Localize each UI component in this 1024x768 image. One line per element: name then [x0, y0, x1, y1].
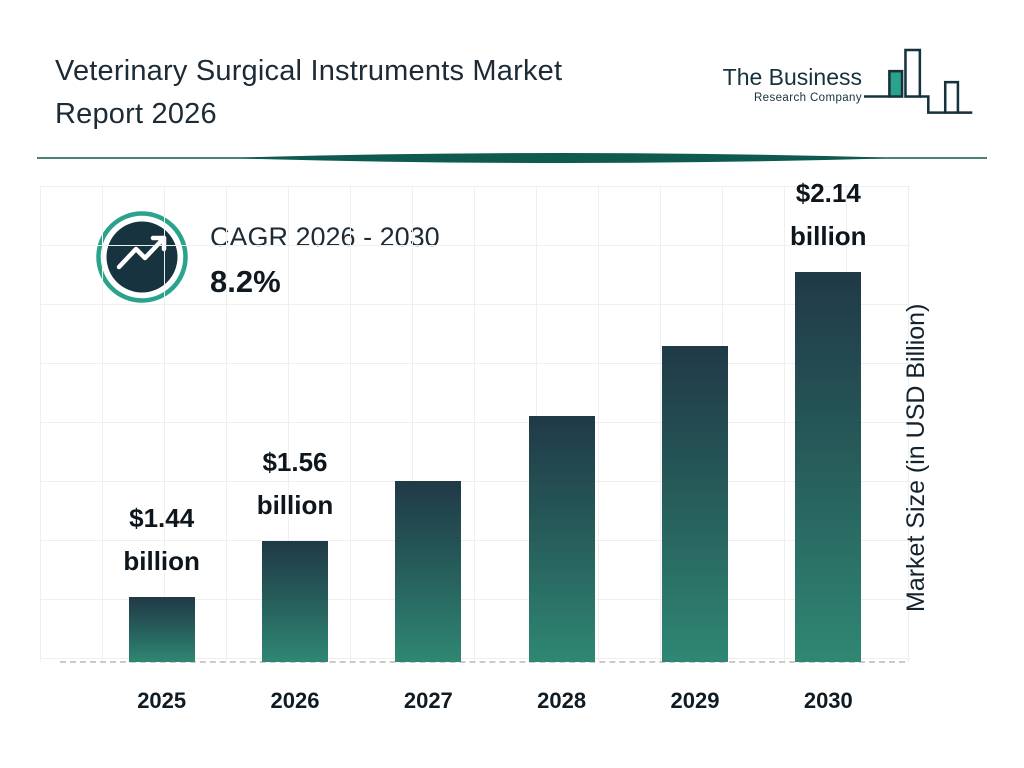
bar-2027	[395, 481, 462, 662]
bar-group-2026: $1.56 billion 2026	[228, 182, 361, 713]
y-axis-label: Market Size (in USD Billion)	[902, 303, 930, 613]
x-axis-label-2029: 2029	[670, 688, 720, 713]
header-divider	[37, 150, 987, 166]
bar-group-2027: 2027	[362, 182, 495, 713]
page-title-line2: Report 2026	[55, 98, 217, 130]
x-axis-label-2025: 2025	[137, 688, 187, 713]
x-axis-label-2026: 2026	[270, 688, 320, 713]
bar-value-label-2030: $2.14 billion	[790, 178, 867, 251]
bar-chart: $1.44 billion 2025 $1.56 billion 2026 2027 2028…	[95, 178, 895, 713]
bar-value-label-2026: $1.56 billion	[256, 447, 334, 520]
chart-baseline	[60, 661, 905, 663]
bar-group-2030: $2.14 billion 2030	[762, 178, 895, 713]
logo-subtitle: Research Company	[753, 92, 862, 104]
page-title-line1: Veterinary Surgical Instruments Market	[55, 55, 563, 87]
bar-group-2029: 2029	[628, 182, 761, 713]
company-logo: The Business Research Company	[722, 42, 974, 129]
bar-chart-logo-icon	[864, 42, 974, 129]
page-title: Veterinary Surgical Instruments Market R…	[55, 50, 562, 136]
logo-name: The Business	[722, 64, 862, 90]
bar-2029	[661, 346, 728, 662]
bar-2030	[795, 272, 862, 662]
bar-group-2028: 2028	[495, 182, 628, 713]
bar-2028	[528, 416, 595, 662]
bar-value-label-2025: $1.44 billion	[123, 503, 200, 576]
chart-grid	[40, 186, 910, 662]
x-axis-label-2027: 2027	[403, 688, 453, 713]
bar-group-2025: $1.44 billion 2025	[95, 182, 228, 713]
bar-2026	[261, 541, 328, 662]
logo-text: The Business Research Company	[722, 64, 862, 104]
x-axis-label-2030: 2030	[803, 688, 853, 713]
x-axis-label-2028: 2028	[537, 688, 587, 713]
bar-2025	[128, 597, 195, 662]
